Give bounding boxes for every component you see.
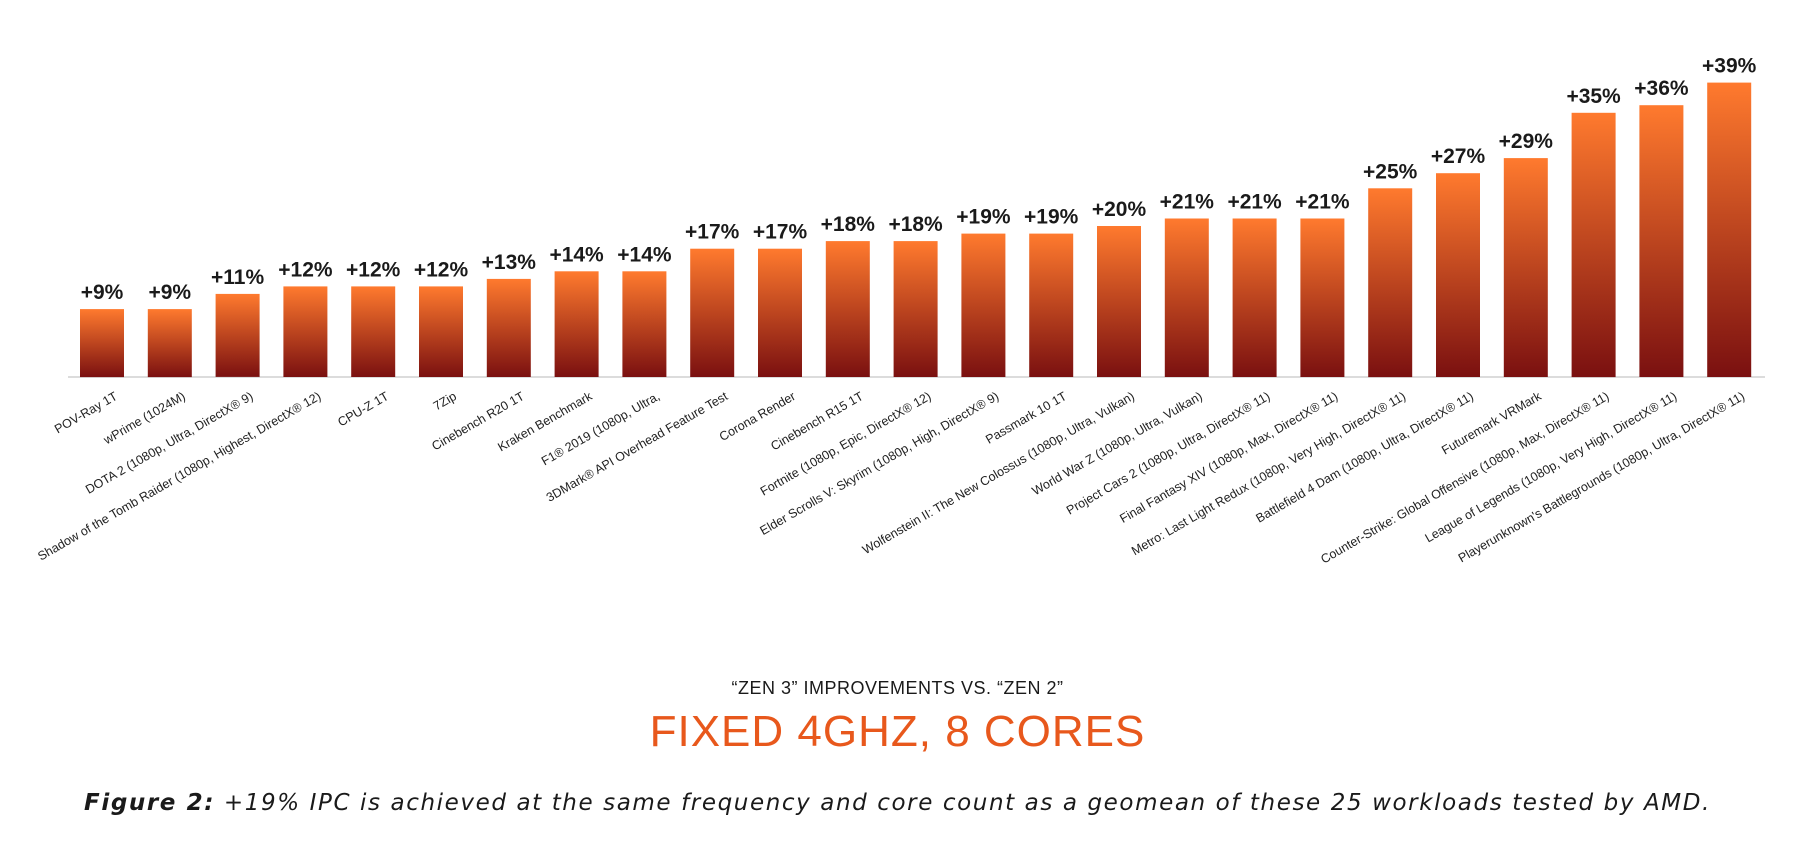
bar-14 xyxy=(961,233,1006,377)
category-label-9: F1® 2019 (1080p, Ultra, xyxy=(539,389,662,468)
data-label-8: +14% xyxy=(549,243,604,266)
bar-21 xyxy=(1436,173,1480,377)
data-label-21: +27% xyxy=(1431,145,1486,168)
bar-25 xyxy=(1707,82,1752,377)
data-label-23: +35% xyxy=(1566,85,1621,108)
bar-3 xyxy=(215,293,260,377)
chart-title: FIXED 4GHZ, 8 CORES xyxy=(649,707,1146,756)
bar-17 xyxy=(1164,218,1209,377)
bar-5 xyxy=(351,286,396,377)
data-label-4: +12% xyxy=(278,258,333,281)
data-label-3: +11% xyxy=(211,266,264,289)
category-label-14: Elder Scrolls V: Skyrim (1080p, High, Di… xyxy=(758,389,1002,538)
bar-8 xyxy=(554,271,599,377)
data-label-14: +19% xyxy=(956,206,1011,229)
category-label-5: CPU-Z 1T xyxy=(335,389,391,429)
bar-20 xyxy=(1368,188,1413,378)
bar-13 xyxy=(893,241,938,377)
data-label-25: +39% xyxy=(1702,55,1757,78)
figure-caption: Figure 2: +19% IPC is achieved at the sa… xyxy=(0,790,1795,816)
data-label-12: +18% xyxy=(821,213,876,236)
chart-subtitle: “ZEN 3” IMPROVEMENTS VS. “ZEN 2” xyxy=(731,678,1064,698)
data-label-16: +20% xyxy=(1092,198,1147,221)
data-label-9: +14% xyxy=(617,243,672,266)
data-label-7: +13% xyxy=(482,251,537,274)
bar-19 xyxy=(1300,218,1345,377)
data-label-10: +17% xyxy=(685,221,740,244)
data-label-2: +9% xyxy=(148,281,191,304)
bar-24 xyxy=(1639,105,1684,377)
bar-2 xyxy=(147,309,192,378)
bar-15 xyxy=(1029,233,1074,377)
bar-10 xyxy=(690,248,735,377)
bar-23 xyxy=(1571,112,1616,378)
data-label-24: +36% xyxy=(1634,77,1689,100)
caption-text: +19% IPC is achieved at the same frequen… xyxy=(215,790,1711,816)
data-label-17: +21% xyxy=(1160,191,1215,214)
data-label-20: +25% xyxy=(1363,160,1418,183)
data-label-18: +21% xyxy=(1227,191,1282,214)
bar-9 xyxy=(622,271,667,377)
data-label-13: +18% xyxy=(888,213,943,236)
data-label-19: +21% xyxy=(1295,191,1350,214)
bar-18 xyxy=(1232,218,1277,377)
bar-4 xyxy=(283,286,328,377)
bar-16 xyxy=(1097,226,1141,377)
data-label-22: +29% xyxy=(1499,130,1554,153)
data-label-15: +19% xyxy=(1024,206,1079,229)
data-label-1: +9% xyxy=(81,281,124,304)
category-label-24: League of Legends (1080p, Very High, Dir… xyxy=(1423,389,1680,545)
bar-chart: +9% +9% +11% +12% +12% +12% +13% +14% +14% +17% +1… xyxy=(35,55,1765,566)
bar-1 xyxy=(80,309,124,378)
bar-22 xyxy=(1503,158,1548,377)
data-label-5: +12% xyxy=(346,258,401,281)
caption-label: Figure 2: xyxy=(84,790,216,816)
category-label-6: 7Zip xyxy=(431,389,459,413)
data-label-6: +12% xyxy=(414,258,469,281)
bar-12 xyxy=(825,241,870,377)
data-label-11: +17% xyxy=(753,221,808,244)
bar-11 xyxy=(758,248,802,377)
bar-6 xyxy=(419,286,463,377)
bar-7 xyxy=(486,278,531,377)
